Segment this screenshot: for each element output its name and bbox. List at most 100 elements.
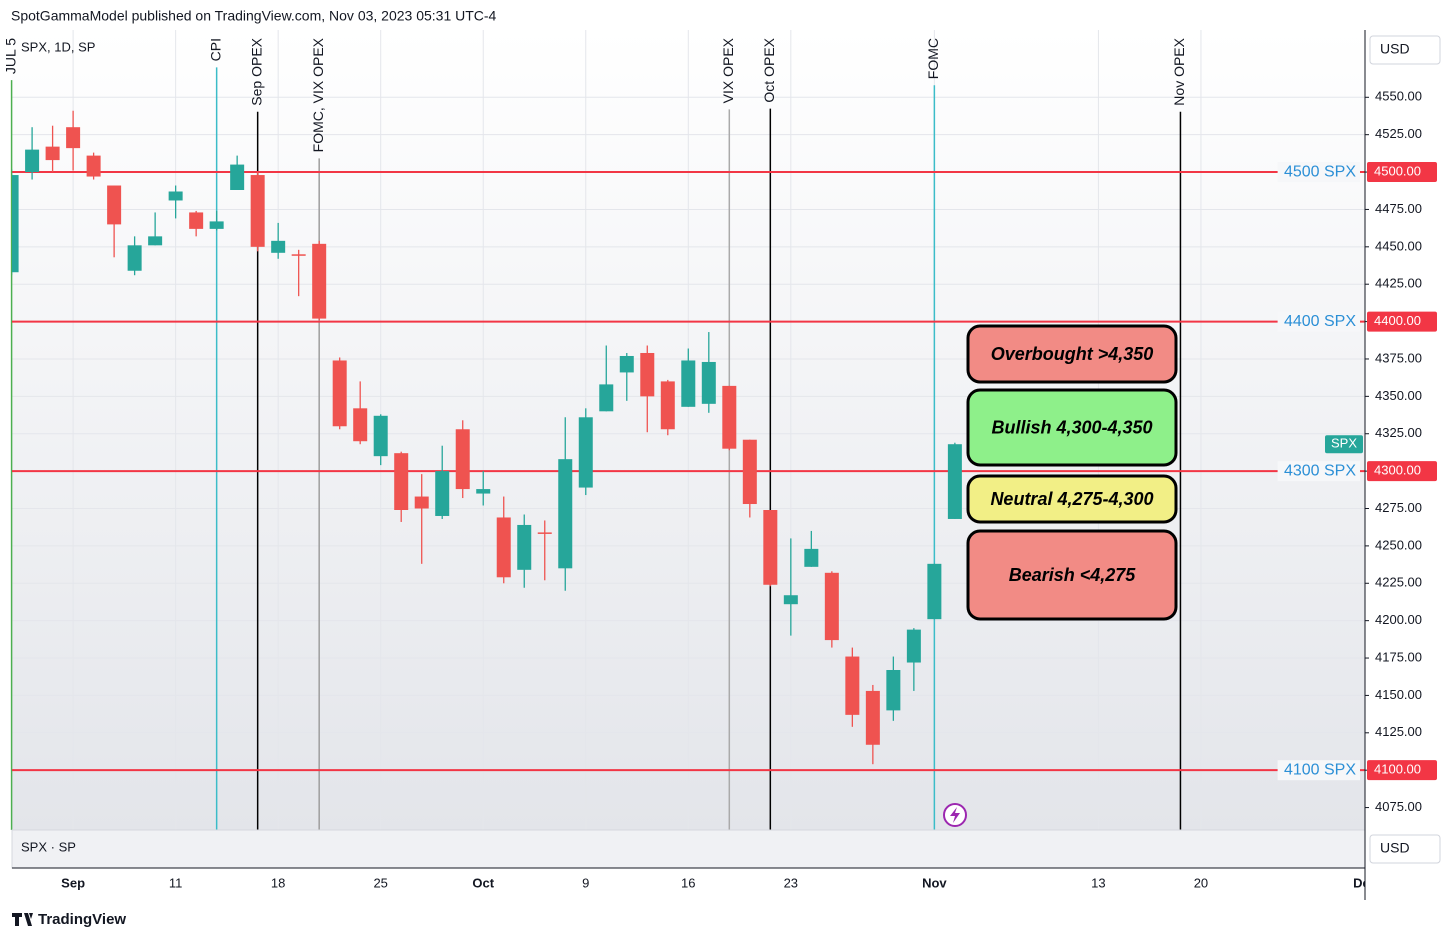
candle-body [209,221,224,229]
level-tag [1367,461,1437,482]
candle-body [742,439,757,505]
zone-label: Bullish 4,300-4,350 [991,417,1152,437]
zone-box [966,324,1178,384]
lightning-icon [943,803,967,827]
candle-body [660,381,675,430]
candle-body [12,175,19,273]
currency-box[interactable] [1369,35,1441,65]
candle-body [435,471,450,516]
candle-body [45,146,60,161]
event-label: FOMC [925,38,941,79]
x-tick-label: Nov [922,875,947,890]
candle-body [168,191,183,201]
pane-label: SPX · SP [21,839,76,854]
candle-body [517,524,532,570]
brand-logo [12,913,33,926]
candle-body [722,385,737,449]
level-tag-label: 4500.00 [1374,163,1421,178]
x-axis: Sep 11 18 25 Oct 9 16 23 Nov 13 20 Dec [61,875,1377,890]
candles [12,110,962,765]
y-tick-label: 4175.00 [1375,649,1422,664]
level-tag-label: 4300.00 [1374,463,1421,478]
level-label-bg [1277,311,1360,332]
candle-body [414,496,429,509]
event-label: VIX OPEX [720,37,736,103]
y-tick-label: 4275.00 [1375,500,1422,515]
zone-box [966,388,1178,467]
zone-label: Neutral 4,275-4,300 [990,489,1153,509]
candle-body [619,355,634,373]
chart-title: SPX, 1D, SP [21,39,95,54]
candle-body [845,656,860,715]
candle-body [373,415,388,457]
candle-body [394,453,409,510]
level-tag-label: 4100.00 [1374,762,1421,777]
candle-body [783,595,798,605]
y-tick-label: 4450.00 [1375,238,1422,253]
last-price-tag [1325,435,1363,454]
candle-body [312,243,327,319]
candle-body [107,185,122,225]
candle-body [763,510,778,585]
level-tag [1367,162,1437,183]
x-tick-label: 25 [373,875,387,890]
y-tick-label: 4250.00 [1375,537,1422,552]
event-label: Oct OPEX [761,37,777,102]
bottom-pane [11,829,1366,869]
y-tick-label: 4525.00 [1375,126,1422,141]
level-tag [1367,311,1437,332]
zone-label: Overbought >4,350 [991,344,1154,364]
x-tick-label: 20 [1194,875,1208,890]
y-tick-label: 4125.00 [1375,724,1422,739]
candle-body [66,127,81,149]
event-label: CPI [207,38,223,61]
y-tick-label: 4375.00 [1375,350,1422,365]
y-tick-label: 4325.00 [1375,425,1422,440]
zone-label: Bearish <4,275 [1009,565,1137,585]
currency-box[interactable] [1369,834,1441,864]
event-label: Sep OPEX [248,37,264,105]
candle-body [599,384,614,412]
y-tick-label: 4200.00 [1375,612,1422,627]
x-tick-label: 9 [582,875,589,890]
x-tick-label: 11 [169,875,183,890]
last-price-tag-label: SPX [1331,436,1357,451]
event-label: Nov OPEX [1171,37,1187,105]
x-tick-label: Dec [1353,875,1377,890]
events: JUL 5 CPI Sep OPEX FOMC, VIX OPEX VIX OPEX Oc… [2,37,1187,830]
x-tick-label: 13 [1091,875,1105,890]
candle-body [148,236,163,246]
y-tick-label: 4425.00 [1375,276,1422,291]
candle-body [476,489,491,494]
candle-body [455,429,470,490]
level-label-bg [1277,162,1360,183]
candle-body [947,444,962,519]
x-axis-band [12,868,1365,900]
candle-body [701,361,716,404]
candle-body [537,532,552,534]
y-tick-label: 4475.00 [1375,201,1422,216]
candle-body [558,459,573,569]
y-tick-label: 4350.00 [1375,388,1422,403]
candle-body [927,563,942,620]
zone-box [966,474,1178,524]
candle-body [578,417,593,488]
candle-body [230,164,245,190]
candle-body [353,408,368,442]
candle-body [189,212,204,229]
header: SpotGammaModel published on TradingView.… [11,8,497,24]
currency[interactable]: USD [1380,41,1410,57]
level-tag-label: 4400.00 [1374,313,1421,328]
header-bar [0,0,1456,30]
zones: Overbought >4,350 Bullish 4,300-4,350 Neut… [966,324,1178,621]
event-label: JUL 5 [2,38,18,74]
candle-body [886,670,901,711]
candle-body [250,175,265,247]
currency[interactable]: USD [1380,840,1410,856]
level-tag [1367,760,1437,781]
zone-box [966,529,1178,621]
candle-body [640,352,655,397]
x-tick-label: Sep [61,875,85,890]
